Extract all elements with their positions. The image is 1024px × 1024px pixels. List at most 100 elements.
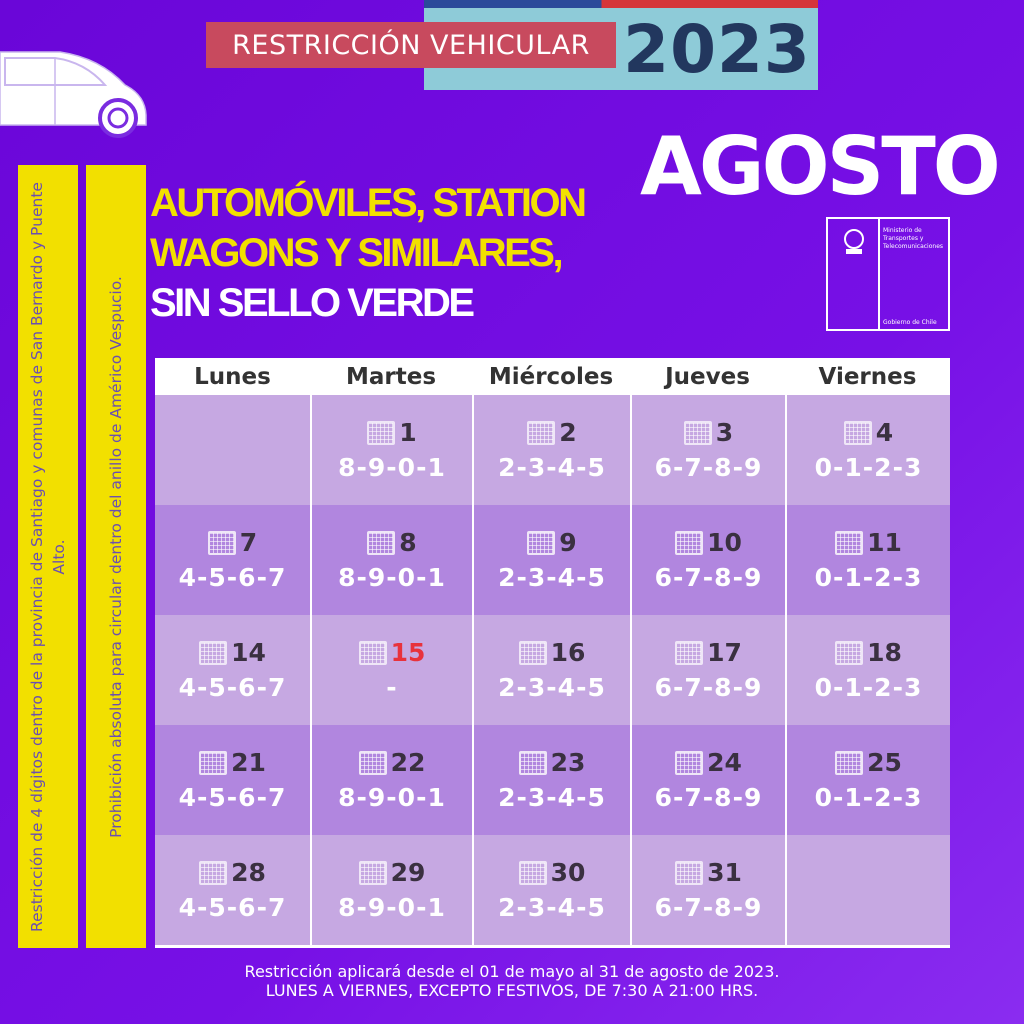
day-label: 22 [358,748,425,777]
calendar-day-cell: 7 4-5-6-7 [155,505,310,615]
footer-line2: LUNES A VIERNES, EXCEPTO FESTIVOS, DE 7:… [265,981,759,1000]
calendar-icon [358,860,387,885]
calendar-icon [675,640,704,665]
empty-cell [787,835,950,945]
day-number: 1 [399,418,417,447]
calendar-day-cell: 4 0-1-2-3 [787,395,950,505]
day-header: Jueves [665,363,750,390]
flag-stripe [424,0,818,8]
restricted-digits: 8-9-0-1 [338,453,446,482]
day-label: 9 [527,528,577,557]
vehicle-type-line3: SIN SELLO VERDE [150,281,475,325]
footer: Restricción aplicará desde el 01 de mayo… [0,962,1024,1000]
day-label: 17 [675,638,742,667]
calendar-icon [675,530,704,555]
day-number: 15 [390,638,426,667]
calendar-day-cell: 18 0-1-2-3 [787,615,950,725]
calendar-day-cell: 31 6-7-8-9 [632,835,785,945]
day-label: 30 [518,858,586,887]
day-label: 11 [835,528,902,557]
calendar-icon [358,640,387,665]
calendar-day-cell: 10 6-7-8-9 [632,505,785,615]
day-label: 31 [675,858,742,887]
calendar-day-cell: 2 2-3-4-5 [474,395,630,505]
restricted-digits: - [386,673,398,702]
day-label: 28 [199,858,266,887]
day-number: 8 [399,528,417,557]
restricted-digits: 2-3-4-5 [498,563,606,592]
day-label: 23 [518,748,585,777]
restricted-digits: 4-5-6-7 [178,783,287,812]
calendar-icon [518,640,547,665]
restricted-digits: 2-3-4-5 [498,453,606,482]
day-label: 1 [367,418,417,447]
day-number: 25 [867,748,902,777]
side-note: Restricción de 4 dígitos dentro de la pr… [28,181,68,932]
day-number: 21 [231,748,266,777]
calendar-icon [527,530,556,555]
day-number: 7 [239,528,258,557]
year: 2023 [623,10,811,88]
calendar-icon [518,860,547,885]
calendar-day-cell: 14 4-5-6-7 [155,615,310,725]
day-header: Lunes [194,363,271,390]
restricted-digits: 8-9-0-1 [338,783,446,812]
day-label: 10 [675,528,742,557]
calendar-day-cell: 3 6-7-8-9 [632,395,785,505]
restricted-digits: 0-1-2-3 [814,673,923,702]
day-label: 3 [683,418,733,447]
calendar-day-cell: 28 4-5-6-7 [155,835,310,945]
restricted-digits: 6-7-8-9 [654,783,763,812]
restricted-digits: 0-1-2-3 [814,783,923,812]
restricted-digits: 6-7-8-9 [654,453,763,482]
day-header: Martes [345,363,437,390]
calendar-icon [367,420,396,445]
calendar-icon [527,420,556,445]
restricted-digits: 2-3-4-5 [498,893,606,922]
calendar-day-cell: 23 2-3-4-5 [474,725,630,835]
day-label: 2 [527,418,577,447]
day-label: 25 [835,748,902,777]
calendar-icon [675,750,704,775]
restriction-calendar: Lunes Martes Miércoles Jueves Viernes 1 8-9-0-… [155,358,950,948]
calendar-day-cell: 17 6-7-8-9 [632,615,785,725]
day-number: 29 [390,858,426,887]
calendar-day-cell: 9 2-3-4-5 [474,505,630,615]
restricted-digits: 2-3-4-5 [498,673,606,702]
restricted-digits: 4-5-6-7 [178,563,287,592]
day-number: 14 [231,638,266,667]
day-label: 8 [367,528,417,557]
restricted-digits: 4-5-6-7 [178,673,287,702]
day-label: 14 [199,638,266,667]
calendar-icon [835,750,864,775]
calendar-icon [843,420,872,445]
day-header: Miércoles [488,363,614,390]
day-number: 24 [707,748,742,777]
restricted-digits: 6-7-8-9 [654,893,763,922]
calendar-icon [358,750,387,775]
day-number: 30 [550,858,586,887]
calendar-icon [835,640,864,665]
ministry-name: Ministerio de Transportes y Telecomunica… [883,227,944,250]
calendar-icon [207,530,236,555]
side-note-bar: Restricción de 4 dígitos dentro de la pr… [18,165,78,948]
calendar-day-cell: 29 8-9-0-1 [312,835,472,945]
calendar-icon [835,530,864,555]
calendar-day-cell: 15 - [312,615,472,725]
day-number: 28 [231,858,266,887]
day-label: 4 [843,418,894,447]
day-number: 2 [559,418,577,447]
calendar-icon [199,640,228,665]
day-number: 4 [875,418,894,447]
calendar-day-cell: 16 2-3-4-5 [474,615,630,725]
title: RESTRICCIÓN VEHICULAR [206,22,616,68]
restricted-digits: 6-7-8-9 [654,673,763,702]
day-number: 10 [707,528,742,557]
restricted-digits: 8-9-0-1 [338,563,446,592]
calendar-day-cell: 8 8-9-0-1 [312,505,472,615]
calendar-icon [367,530,396,555]
calendar-icon [683,420,712,445]
restricted-digits: 6-7-8-9 [654,563,763,592]
day-header: Viernes [818,363,917,390]
vehicle-type-line1: AUTOMÓVILES, STATION [150,181,587,225]
